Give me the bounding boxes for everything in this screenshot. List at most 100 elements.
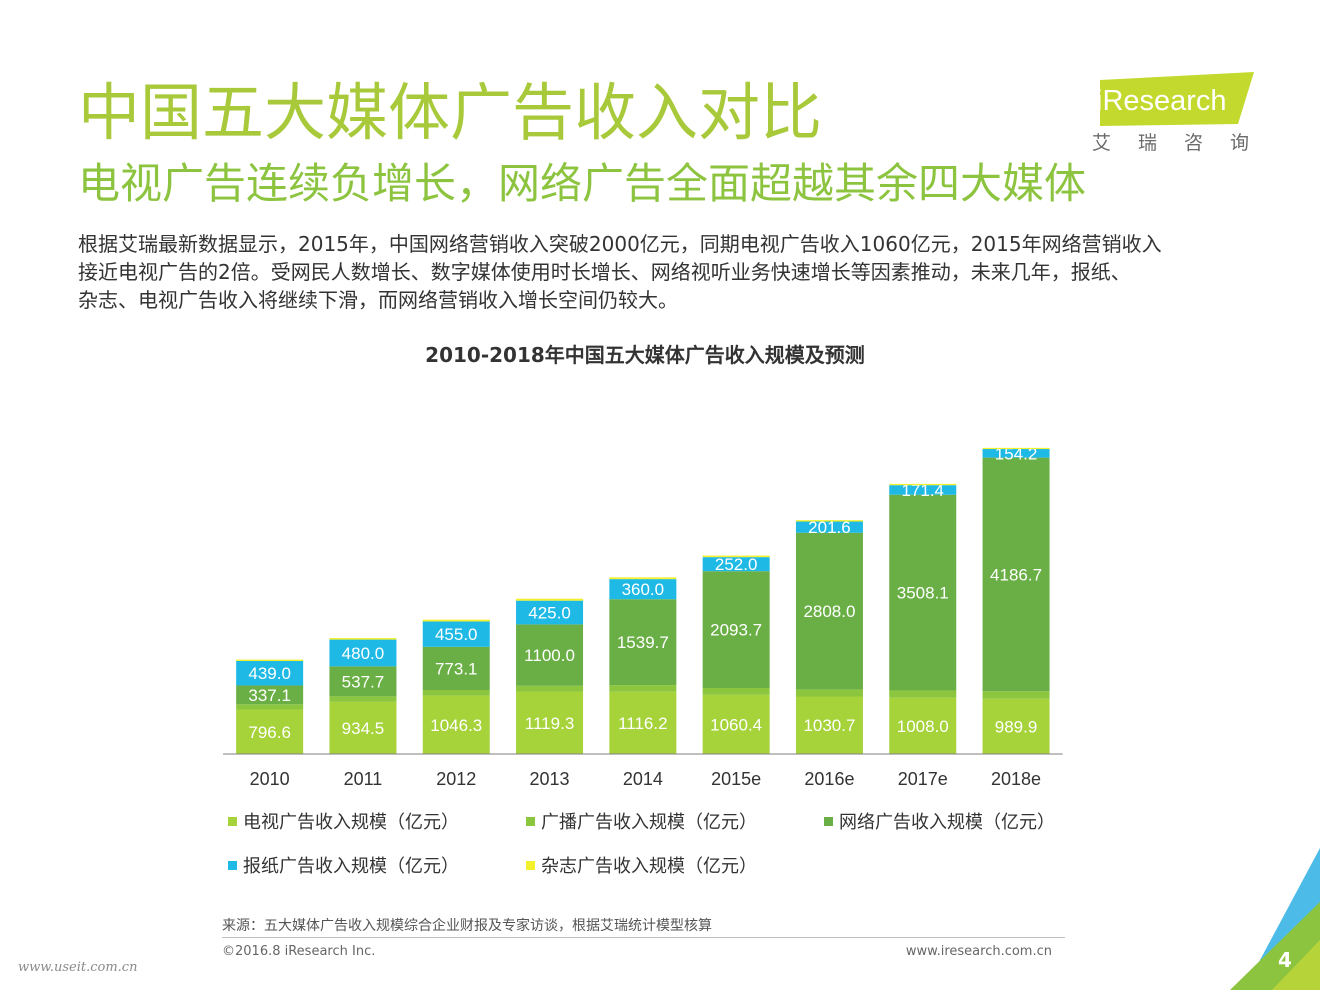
bar-segment	[236, 704, 304, 710]
bar-segment	[236, 685, 304, 705]
x-tick-label: 2017e	[898, 769, 948, 789]
data-label: 796.6	[248, 723, 291, 742]
bar-segment	[609, 685, 677, 692]
bar-segment	[609, 579, 677, 600]
data-label: 989.9	[995, 717, 1038, 736]
data-label: 171.4	[901, 481, 944, 500]
legend-label: 报纸广告收入规模（亿元）	[243, 856, 459, 877]
bar-segment	[982, 457, 1050, 692]
bar-segment	[516, 600, 584, 625]
description-text: 根据艾瑞最新数据显示，2015年，中国网络营销收入突破2000亿元，同期电视广告…	[78, 230, 1258, 314]
legend-swatch	[526, 816, 535, 826]
bar-segment	[795, 520, 863, 522]
iresearch-logo: iResearch	[1096, 72, 1254, 126]
bar-segment	[889, 483, 957, 486]
data-label: 3508.1	[897, 584, 949, 603]
x-tick-label: 2014	[623, 769, 663, 789]
legend-radio: 广播广告收入规模（亿元）	[526, 808, 757, 834]
bar-segment	[889, 494, 957, 691]
bar-segment	[609, 577, 677, 580]
bar-segment	[329, 666, 397, 697]
page-title: 中国五大媒体广告收入对比	[78, 76, 823, 149]
data-label: 480.0	[342, 644, 385, 663]
bar-segment	[889, 697, 957, 754]
bar-segment	[609, 599, 677, 686]
legend-label: 网络广告收入规模（亿元）	[839, 812, 1055, 833]
bar-segment	[422, 621, 490, 647]
watermark: www.useit.com.cn	[18, 960, 138, 975]
data-label: 1116.2	[618, 714, 667, 733]
footer-divider	[222, 937, 1065, 938]
stacked-bar-chart: 796.6 337.1 439.0 2010 934.5 537.7 480.0 2011 10…	[223, 444, 1063, 789]
data-label: 154.2	[995, 444, 1038, 463]
legend-label: 电视广告收入规模（亿元）	[243, 812, 459, 833]
logo-banner	[1100, 72, 1254, 126]
legend-swatch	[526, 860, 535, 870]
bar-segment	[422, 689, 490, 696]
bar-segment	[702, 694, 770, 754]
description-line: 根据艾瑞最新数据显示，2015年，中国网络营销收入突破2000亿元，同期电视广告…	[78, 232, 1162, 256]
bar-segment	[702, 688, 770, 695]
data-label: 1100.0	[524, 646, 575, 665]
corner-decoration	[1230, 848, 1320, 990]
data-label: 1119.3	[525, 714, 574, 733]
legend-newspaper: 报纸广告收入规模（亿元）	[228, 852, 459, 878]
bar-segment	[795, 689, 863, 697]
bar-segment	[982, 698, 1050, 754]
data-label: 934.5	[342, 719, 385, 738]
bar-segment	[236, 660, 304, 686]
bar-segment	[516, 685, 584, 692]
data-label: 1539.7	[617, 633, 669, 652]
bar-segment	[329, 639, 397, 667]
bar-segment	[795, 521, 863, 533]
x-tick-label: 2011	[344, 769, 383, 789]
data-label: 773.1	[435, 659, 478, 678]
x-tick-label: 2010	[250, 769, 290, 789]
data-label: 2093.7	[710, 621, 762, 640]
data-label: 1030.7	[803, 716, 855, 735]
bar-segment	[982, 449, 1050, 458]
bar-segment	[516, 624, 584, 686]
bar-segment	[329, 701, 397, 754]
legend-tv: 电视广告收入规模（亿元）	[228, 808, 459, 834]
legend-label: 杂志广告收入规模（亿元）	[541, 856, 757, 877]
logo-chinese-text: 艾瑞咨询	[1092, 132, 1277, 154]
bar-segment	[516, 691, 584, 754]
bar-segment	[236, 659, 304, 661]
bar-segment	[422, 646, 490, 690]
page-subtitle: 电视广告连续负增长，网络广告全面超越其余四大媒体	[78, 159, 1087, 208]
bar-segment	[982, 691, 1050, 699]
x-tick-label: 2012	[436, 769, 476, 789]
page-number: 4	[1278, 948, 1292, 972]
legend-label: 广播广告收入规模（亿元）	[541, 812, 757, 833]
x-tick-label: 2013	[530, 769, 570, 789]
bar-segment	[702, 555, 770, 558]
bar-segment	[795, 532, 863, 690]
bar-segment	[702, 571, 770, 689]
x-tick-label: 2015e	[711, 769, 761, 789]
x-tick-label: 2016e	[804, 769, 854, 789]
legend-magazine: 杂志广告收入规模（亿元）	[526, 852, 757, 878]
bar-segment	[516, 598, 584, 601]
bar-segment	[329, 638, 397, 640]
legend-swatch	[824, 816, 833, 826]
bar-segment	[609, 691, 677, 754]
logo-brand-text: iResearch	[1096, 85, 1227, 117]
data-label: 537.7	[342, 672, 385, 691]
corner-lime-shape	[1272, 940, 1320, 990]
description-line: 杂志、电视广告收入将继续下滑，而网络营销收入增长空间仍较大。	[78, 288, 678, 312]
data-label: 337.1	[248, 686, 291, 705]
chart-title: 2010-2018年中国五大媒体广告收入规模及预测	[425, 343, 865, 367]
legend-internet: 网络广告收入规模（亿元）	[824, 808, 1055, 834]
data-label: 425.0	[528, 604, 571, 623]
data-label: 1060.4	[710, 715, 762, 734]
description-line: 接近电视广告的2倍。受网民人数增长、数字媒体使用时长增长、网络视听业务快速增长等…	[78, 260, 1131, 284]
copyright: ©2016.8 iResearch Inc.	[222, 944, 376, 959]
data-label: 1046.3	[430, 716, 482, 735]
bar-segment	[702, 557, 770, 572]
legend-swatch	[228, 816, 237, 826]
website-link[interactable]: www.iresearch.com.cn	[905, 944, 1052, 959]
bar-segment	[329, 696, 397, 702]
legend-swatch	[228, 860, 237, 870]
data-label: 360.0	[622, 580, 665, 599]
